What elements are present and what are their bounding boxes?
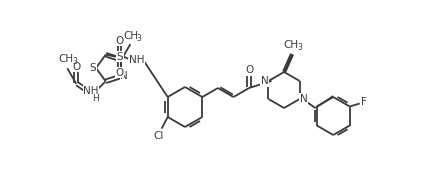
Text: Cl: Cl — [154, 130, 164, 141]
Text: NH: NH — [129, 55, 144, 65]
Text: O: O — [116, 68, 124, 78]
Text: N: N — [121, 71, 128, 81]
Text: 3: 3 — [297, 43, 302, 52]
Text: F: F — [361, 96, 367, 107]
Text: S: S — [90, 63, 96, 73]
Text: NH: NH — [83, 86, 99, 96]
Text: H: H — [92, 94, 99, 103]
Text: O: O — [116, 36, 124, 46]
Text: N: N — [300, 94, 308, 104]
Text: O: O — [245, 65, 253, 75]
Text: N: N — [260, 76, 268, 86]
Text: 3: 3 — [72, 57, 77, 66]
Text: S: S — [116, 52, 123, 62]
Text: CH: CH — [59, 54, 74, 64]
Text: CH: CH — [124, 31, 139, 41]
Text: CH: CH — [283, 40, 299, 50]
Text: O: O — [72, 62, 81, 72]
Text: 3: 3 — [136, 34, 141, 43]
